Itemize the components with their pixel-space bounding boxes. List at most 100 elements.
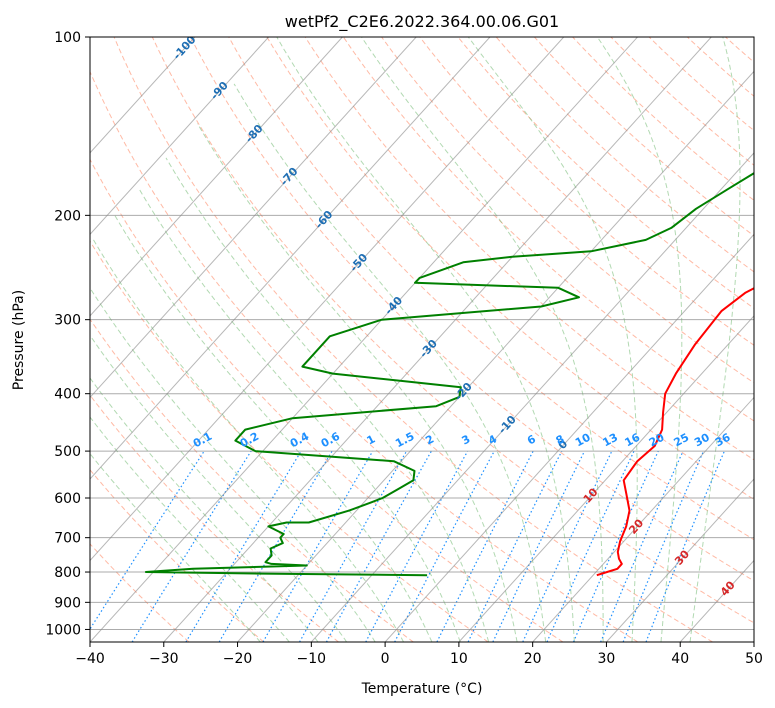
isotherm-line [237,70,754,642]
dewpoint-profile-line [144,171,754,577]
y-tick-label: 800 [54,565,81,581]
mixing-ratio-label: 10 [573,431,593,450]
moist-adiabat-line [276,37,575,642]
mixing-ratio-line [467,450,563,642]
chart-title: wetPf2_C2E6.2022.364.00.06.G01 [285,12,559,32]
dry-adiabat-line [90,240,489,642]
x-tick-label: 0 [381,651,390,667]
isotherm-line [532,396,754,642]
moist-adiabat-line [233,83,547,642]
moist-adiabat-line [90,334,348,642]
mixing-ratio-line [492,450,586,642]
isotherm-line [606,478,754,642]
moist-adiabat-line [93,239,405,642]
moist-adiabat-line [467,37,638,642]
mixing-ratio-line [185,450,302,642]
dry-adiabat-line [648,37,754,132]
x-axis: −40 −30 −20 −10 0 10 20 30 40 50 [75,642,763,667]
dry-adiabat-line [90,469,265,642]
isotherm-line [90,37,565,562]
y-tick-label: 100 [54,30,81,46]
mixing-ratio-line [436,450,534,642]
mixing-ratio-label: 0.6 [319,430,343,451]
dry-adiabat-line [90,70,639,642]
mixing-ratio-label: 4 [486,432,499,447]
moist-adiabat-line [689,37,741,642]
isotherm-line [753,641,754,642]
dry-adiabat-line [457,37,754,309]
moist-adiabat-line [361,37,604,642]
temperature-profile-line [596,287,754,577]
mixing-ratio-label: 1 [365,432,378,447]
mixing-ratio-label: 6 [525,432,538,447]
dry-adiabat-line [686,37,754,97]
isotherm-line [384,233,754,642]
mixing-ratio-label: 13 [600,431,620,450]
y-tick-label: 400 [54,387,81,403]
mixing-ratio-label: 0.1 [191,430,214,451]
x-tick-label: −30 [149,651,179,667]
dry-adiabat-line [342,37,754,422]
moist-adiabat-line [114,215,433,642]
y-tick-label: 900 [54,595,81,611]
mixing-ratio-line [90,450,205,631]
mixing-ratio-label: 20 [647,431,667,450]
isotherm-line [90,37,417,399]
mixing-ratio-label: 30 [692,431,712,450]
dry-adiabat-line [572,37,754,201]
isotherm-line [163,37,712,642]
plot-frame [89,36,755,643]
x-tick-label: 10 [450,651,468,667]
y-tick-label: 300 [54,313,81,329]
isotherm-line [679,559,754,642]
mixing-ratio-label: 36 [713,431,733,450]
x-tick-label: 40 [671,651,689,667]
moist-adiabat-line [90,287,376,642]
mixing-ratio-line [131,450,252,642]
mixing-ratio-label: 0.4 [288,430,312,451]
line-labels: -100-90-80-70-60-50-40-30-20-10010203040… [170,37,738,599]
dry-adiabat-line [381,37,754,384]
mixing-ratio-line [600,450,684,642]
moist-adiabat-line [165,157,490,642]
moist-adiabat-line [90,377,319,642]
mixing-ratio-line [325,450,432,642]
y-tick-label: 1000 [45,622,81,638]
moist-adiabat-line [138,187,461,642]
dry-adiabat-line [90,158,564,642]
y-axis-title: Pressure (hPa) [11,290,27,390]
isotherm-line [90,37,343,317]
isotherm-line [310,152,754,642]
moist-adiabat-line [90,416,290,642]
mixing-ratio-line [622,450,705,642]
y-tick-label: 600 [54,491,81,507]
mixing-ratio-label: 25 [672,431,692,450]
y-tick-label: 500 [54,444,81,460]
dry-adiabat-line [266,37,754,500]
mixing-ratio-line [572,450,659,642]
mixing-ratio-line [299,450,408,642]
isotherm-line [90,37,491,480]
isotherm-line [458,315,754,642]
dry-adiabat-line [304,37,754,461]
mixing-ratio-line [394,450,495,642]
moist-adiabat-line [596,37,683,642]
mixing-ratio-line [546,450,635,642]
y-tick-label: 200 [54,208,81,224]
mixing-ratio-line [645,450,725,642]
x-tick-label: −10 [297,651,327,667]
plot-area [90,37,754,642]
x-tick-label: 20 [524,651,542,667]
mixing-ratio-label: 1.5 [393,430,416,451]
y-axis: 100 200 300 400 500 600 700 800 900 1000 [45,30,90,638]
moist-adiabat-line [90,452,261,642]
y-tick-label: 700 [54,531,81,547]
isotherm-line [90,37,196,154]
dry-adiabat-line [190,37,754,582]
x-tick-label: −20 [223,651,253,667]
isotherm-line [90,37,270,236]
mixing-ratio-label: 16 [623,431,643,450]
x-tick-label: 30 [598,651,616,667]
mixing-ratio-label: 3 [460,432,473,447]
